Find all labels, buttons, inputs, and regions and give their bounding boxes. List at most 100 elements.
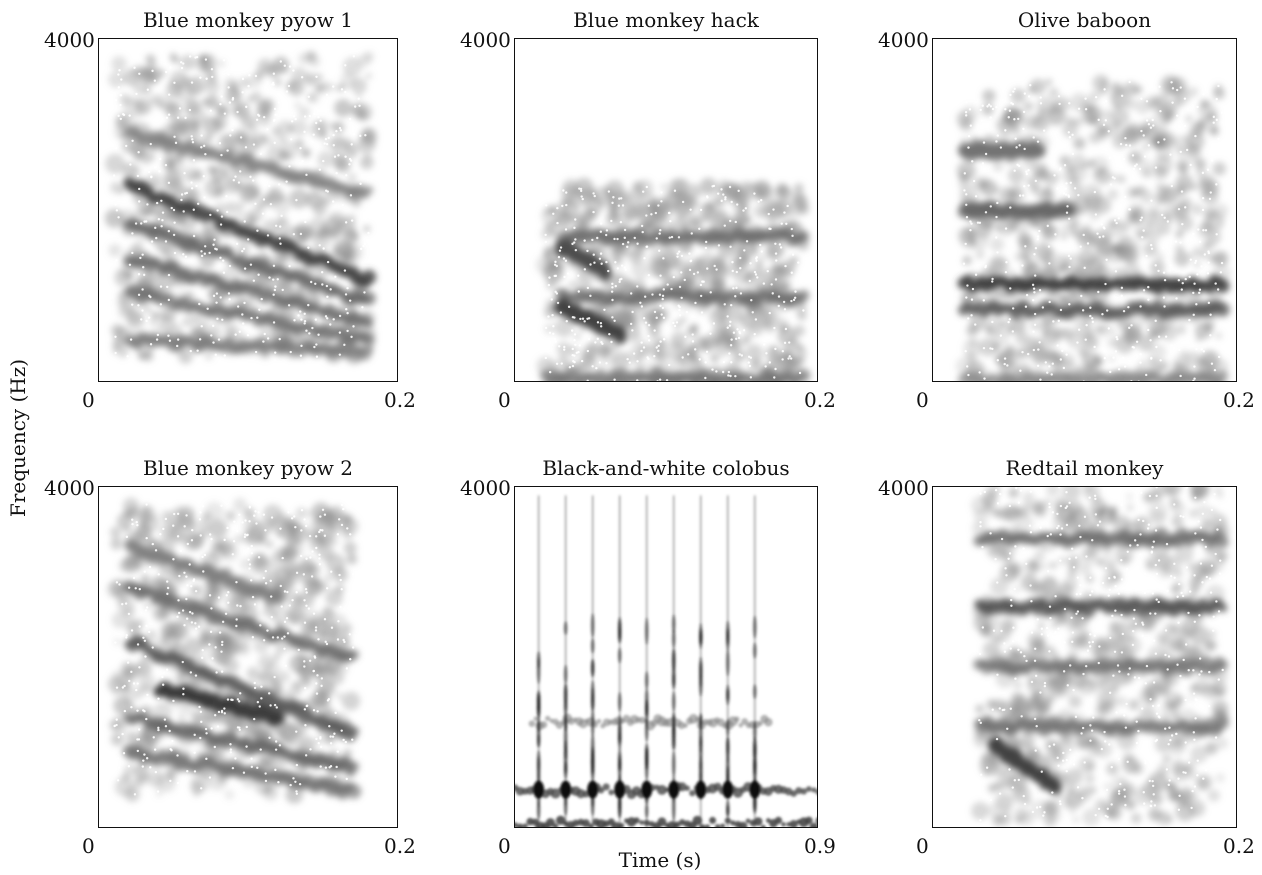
speckle [270,615,273,619]
energy-blob [288,188,309,209]
speckle [241,77,245,81]
speckle [203,196,206,199]
speckle [308,114,312,118]
speckle [640,349,643,353]
panel-title: Blue monkey pyow 2 [142,456,354,480]
speckle [295,198,298,202]
speckle [790,227,793,231]
speckle [153,748,157,751]
speckle [176,781,180,785]
speckle [329,323,332,326]
speckle [320,270,324,274]
speckle [1155,345,1158,349]
speckle [743,249,746,252]
speckle [577,274,580,277]
speckle [312,133,315,136]
speckle [329,288,332,291]
energy-blob [178,117,193,132]
speckle [141,253,144,256]
harmonic-band-segment [797,368,811,381]
speckle [185,191,189,195]
speckle [791,253,795,256]
speckle [234,757,237,760]
speckle [647,204,651,207]
speckle [274,285,277,288]
speckle [996,134,999,137]
speckle [706,267,709,270]
speckle [739,267,742,270]
speckle [677,236,681,239]
energy-blob [155,789,163,797]
speckle [613,319,616,322]
speckle [1214,282,1217,285]
speckle [1077,328,1081,331]
speckle [227,601,230,604]
speckle [592,210,595,214]
speckle [182,210,185,213]
speckle [680,271,683,274]
speckle [145,220,148,223]
energy-blob [731,357,739,364]
speckle [1046,224,1049,228]
spectrogram-energy [106,497,362,804]
speckle [1179,150,1182,154]
speckle [1057,319,1060,323]
energy-blob [713,337,722,346]
speckle [1100,223,1103,226]
speckle [1114,350,1118,353]
energy-blob [239,557,252,571]
energy-blob [992,161,1004,172]
speckle [774,278,778,281]
energy-blob [285,785,304,804]
speckle [220,643,224,647]
speckle [208,533,212,536]
speckle [1135,340,1139,343]
speckle [199,787,203,790]
speckle [737,189,740,193]
speckle [285,90,289,93]
energy-blob [233,497,247,512]
speckle [357,97,360,100]
speckle [1140,216,1144,219]
speckle [254,74,258,78]
speckle [272,293,275,296]
speckle [728,324,732,327]
energy-blob [1107,188,1119,200]
speckle [1120,294,1123,298]
speckle [225,594,228,597]
speckle [338,353,342,356]
speckle [178,790,182,793]
speckle [1207,301,1211,305]
speckle [1201,196,1205,200]
speckle [971,160,974,163]
speckle [547,339,550,343]
energy-blob [269,605,290,625]
speckle [1091,317,1094,320]
speckle [1008,109,1012,112]
speckle [676,255,679,258]
energy-blob [1049,362,1058,371]
speckle [709,291,712,294]
speckle [1163,138,1166,141]
speckle [1184,277,1187,281]
speckle [266,128,269,131]
speckle [319,515,322,518]
speckle [636,360,639,363]
speckle [1206,168,1210,171]
speckle [698,227,701,230]
energy-blob [997,116,1017,136]
speckle [247,84,250,88]
speckle [647,334,650,338]
speckle [176,116,180,119]
speckle [999,146,1003,149]
speckle [1039,102,1043,105]
energy-blob [655,339,667,351]
speckle [791,234,794,238]
energy-blob [248,207,263,223]
speckle [659,340,662,343]
speckle [231,553,235,556]
energy-blob [745,269,756,281]
speckle [982,346,986,350]
speckle [1215,183,1218,186]
energy-blob [111,717,127,733]
